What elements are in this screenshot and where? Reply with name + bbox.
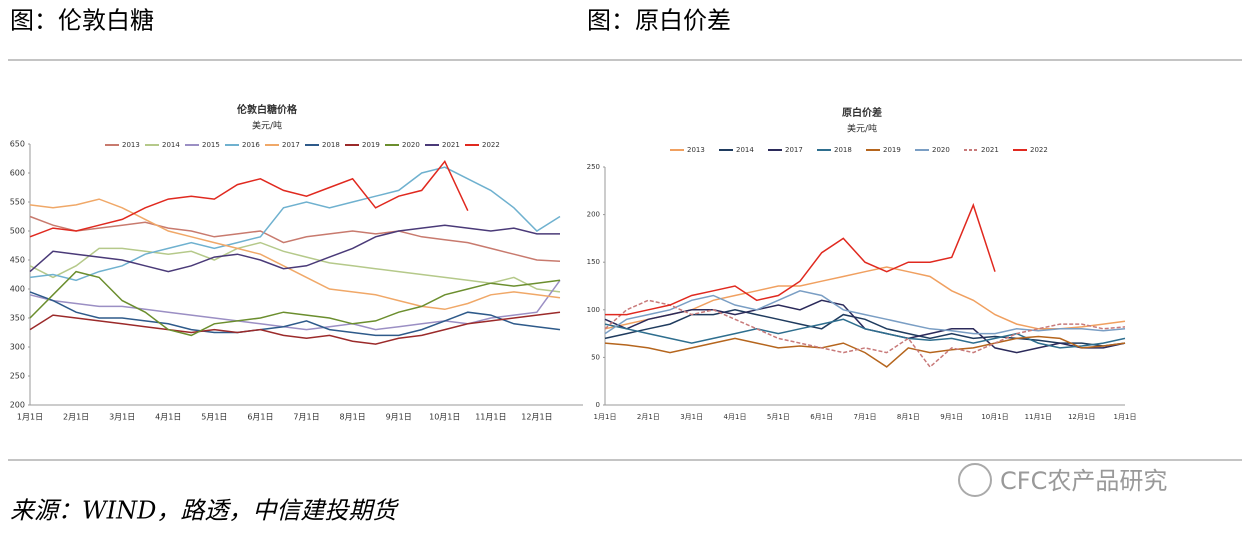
legend-label: 2016 <box>242 141 260 149</box>
series-line <box>29 270 561 337</box>
header-right: 图：原白价差 <box>587 7 731 35</box>
series-line <box>29 311 561 345</box>
legend-label: 2014 <box>162 141 180 149</box>
y-tick-label: 450 <box>10 256 25 265</box>
y-tick-label: 600 <box>10 169 25 178</box>
y-tick-label: 200 <box>10 401 25 410</box>
series-line <box>29 159 469 238</box>
y-tick-label: 650 <box>10 140 25 149</box>
x-tick-label: 7月1日 <box>293 413 319 422</box>
series-line <box>29 291 561 337</box>
x-tick-label: 9月1日 <box>386 413 412 422</box>
series-line <box>29 241 561 293</box>
chart-subtitle: 美元/吨 <box>252 120 282 132</box>
series-line <box>29 166 561 282</box>
legend-label: 2022 <box>482 141 500 149</box>
x-tick-label: 8月1日 <box>339 413 365 422</box>
legend-label: 2017 <box>785 146 803 154</box>
x-tick-label: 5月1日 <box>201 413 227 422</box>
y-tick-label: 300 <box>10 343 25 352</box>
series-line <box>29 198 561 311</box>
x-tick-label: 9月1日 <box>940 413 963 421</box>
source: 来源：WIND，路透，中信建投期货 <box>10 497 399 525</box>
y-tick-label: 350 <box>10 314 25 323</box>
y-tick-label: 500 <box>10 227 25 236</box>
x-tick-label: 12月1日 <box>521 413 552 422</box>
series-line <box>604 290 1126 335</box>
x-tick-label: 7月1日 <box>854 413 877 421</box>
y-tick-label: 150 <box>587 258 600 266</box>
series-line <box>29 224 560 273</box>
x-tick-label: 8月1日 <box>897 413 920 421</box>
legend-label: 2017 <box>282 141 300 149</box>
y-tick-label: 250 <box>10 372 25 381</box>
legend-label: 2013 <box>122 141 140 149</box>
x-tick-label: 2月1日 <box>63 413 89 422</box>
y-tick-label: 550 <box>10 198 25 207</box>
logo <box>958 463 992 497</box>
legend-label: 2021 <box>442 141 460 149</box>
series-line <box>604 318 1126 349</box>
legend-label: 2021 <box>981 146 999 154</box>
legend-label: 2020 <box>932 146 950 154</box>
x-tick-label: 5月1日 <box>767 413 790 421</box>
x-tick-label: 4月1日 <box>724 413 747 421</box>
x-tick-label: 10月1日 <box>981 413 1008 421</box>
legend-label: 2018 <box>834 146 852 154</box>
legend-label: 2014 <box>736 146 754 154</box>
header-left: 图：伦敦白糖 <box>10 7 154 35</box>
legend-label: 2018 <box>322 141 340 149</box>
chart-title: 原白价差 <box>842 106 882 119</box>
x-tick-label: 2月1日 <box>637 413 660 421</box>
legend-label: 2020 <box>402 141 420 149</box>
legend-label: 2022 <box>1030 146 1048 154</box>
x-tick-label: 4月1日 <box>155 413 181 422</box>
y-tick-label: 400 <box>10 285 25 294</box>
y-tick-label: 200 <box>587 211 600 219</box>
series-line <box>29 215 561 262</box>
series-line <box>604 299 1126 368</box>
y-tick-label: 50 <box>591 353 600 361</box>
x-tick-label: 12月1日 <box>1068 413 1095 421</box>
legend-label: 2019 <box>362 141 380 149</box>
x-tick-label: 3月1日 <box>680 413 703 421</box>
y-tick-label: 100 <box>587 306 600 314</box>
y-tick-label: 0 <box>596 401 600 409</box>
x-tick-label: 1月1日 <box>17 413 43 422</box>
series-line <box>605 202 996 316</box>
chart-subtitle: 美元/吨 <box>847 123 877 135</box>
x-tick-label: 3月1日 <box>109 413 135 422</box>
legend-label: 2013 <box>687 146 705 154</box>
series-line <box>604 335 1126 368</box>
x-tick-label: 11月1日 <box>475 413 506 422</box>
x-tick-label: 1月1日 <box>1114 413 1137 421</box>
x-tick-label: 6月1日 <box>247 413 273 422</box>
x-tick-label: 11月1日 <box>1025 413 1052 421</box>
chart-title: 伦敦白糖价格 <box>237 103 298 116</box>
legend-label: 2019 <box>883 146 901 154</box>
legend-label: 2015 <box>202 141 220 149</box>
x-tick-label: 6月1日 <box>810 413 833 421</box>
x-tick-label: 10月1日 <box>429 413 460 422</box>
y-tick-label: 250 <box>587 163 600 171</box>
x-tick-label: 1月1日 <box>594 413 617 421</box>
watermark: CFC农产品研究 <box>1000 467 1167 495</box>
